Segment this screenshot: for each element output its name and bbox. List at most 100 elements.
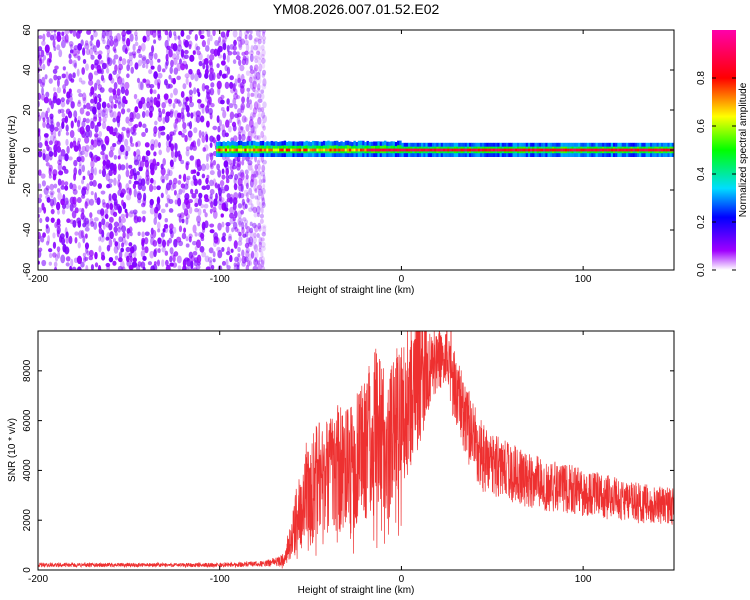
heatmap-cell [157, 64, 162, 73]
heatmap-cell [181, 218, 185, 224]
heatmap-cell [237, 77, 242, 84]
heatmap-cell [261, 178, 266, 184]
heatmap-cell [258, 241, 262, 249]
heatmap-cell [252, 206, 258, 214]
heatmap-cell [77, 43, 83, 51]
heatmap-cell [250, 250, 255, 259]
heatmap-cell [225, 251, 231, 256]
heatmap-cell [124, 138, 129, 147]
heatmap-cell [189, 54, 195, 62]
heatmap-cell [90, 220, 95, 228]
heatmap-cell [241, 133, 246, 141]
heatmap-cell [92, 139, 98, 148]
heatmap-cell [189, 120, 193, 130]
heatmap-cell [473, 148, 476, 152]
heatmap-cell [257, 112, 262, 119]
heatmap-cell [54, 266, 58, 270]
heatmap-cell [145, 109, 150, 117]
heatmap-cell [52, 196, 57, 206]
heatmap-cell [407, 148, 411, 152]
heatmap-cell [113, 211, 118, 217]
heatmap-cell [145, 150, 151, 157]
heatmap-cell [97, 93, 102, 99]
heatmap-cell [100, 74, 105, 82]
heatmap-cell [438, 148, 441, 152]
heatmap-cell [209, 188, 215, 195]
heatmap-cell [229, 75, 234, 81]
heatmap-cell [93, 167, 97, 176]
heatmap-cell [277, 148, 280, 152]
heatmap-cell [184, 257, 190, 262]
heatmap-cell [261, 164, 266, 173]
heatmap-cell [141, 55, 147, 61]
heatmap-cell [190, 112, 194, 119]
heatmap-cell [78, 168, 82, 176]
heatmap-cell [56, 146, 62, 153]
heatmap-cell [38, 207, 42, 214]
heatmap-cell [253, 212, 258, 218]
heatmap-cell [551, 148, 555, 152]
heatmap-cell [258, 35, 263, 41]
heatmap-cell [90, 117, 94, 125]
heatmap-cell [261, 111, 266, 119]
heatmap-cell [82, 252, 87, 258]
heatmap-cell [212, 30, 216, 37]
heatmap-cell [125, 46, 130, 52]
heatmap-cell [132, 257, 137, 263]
heatmap-cell [105, 154, 109, 161]
heatmap-cell [49, 134, 55, 142]
heatmap-cell [157, 237, 162, 245]
heatmap-cell [257, 263, 262, 270]
heatmap-cell [58, 125, 63, 133]
heatmap-cell [105, 262, 111, 268]
heatmap-cell [221, 221, 225, 228]
heatmap-cell [183, 54, 189, 60]
heatmap-cell [152, 158, 157, 167]
heatmap-cell [85, 63, 89, 71]
heatmap-cell [197, 208, 202, 216]
heatmap-cell [262, 39, 266, 45]
heatmap-cell [260, 130, 265, 138]
heatmap-cell [186, 175, 191, 181]
heatmap-cell [573, 148, 577, 152]
heatmap-cell [152, 239, 158, 247]
heatmap-cell [253, 170, 259, 178]
heatmap-cell [85, 48, 91, 56]
heatmap-cell [177, 265, 182, 270]
heatmap-cell [194, 73, 199, 82]
heatmap-cell [102, 107, 107, 113]
heatmap-cell [62, 194, 66, 202]
heatmap-cell [81, 80, 86, 85]
heatmap-cell [477, 148, 481, 152]
heatmap-cell [170, 149, 174, 159]
heatmap-cell [201, 40, 206, 48]
heatmap-cell [260, 106, 265, 113]
heatmap-cell [244, 116, 248, 123]
heatmap-cell [97, 59, 101, 67]
heatmap-cell [120, 131, 124, 140]
heatmap-cell [133, 159, 139, 166]
heatmap-cell [667, 148, 670, 152]
heatmap-cell [256, 184, 263, 191]
heatmap-cell [71, 183, 77, 192]
heatmap-cell [64, 115, 69, 124]
heatmap-cell [224, 132, 229, 138]
heatmap-cell [237, 246, 241, 253]
heatmap-cell [260, 170, 266, 177]
heatmap-cell [460, 148, 463, 152]
heatmap-cell [253, 101, 259, 110]
heatmap-cell [195, 239, 201, 249]
heatmap-cell [245, 237, 251, 245]
heatmap-cell [128, 242, 133, 247]
heatmap-cell [166, 194, 171, 201]
heatmap-cell [217, 45, 223, 53]
heatmap-cell [288, 148, 291, 152]
heatmap-cell [149, 207, 155, 215]
heatmap-cell [38, 169, 42, 176]
heatmap-cell [241, 156, 246, 161]
heatmap-cell [250, 44, 254, 53]
heatmap-cell [630, 148, 633, 152]
heatmap-cell [252, 80, 257, 90]
heatmap-cell [232, 221, 238, 230]
heatmap-cell [42, 121, 46, 129]
